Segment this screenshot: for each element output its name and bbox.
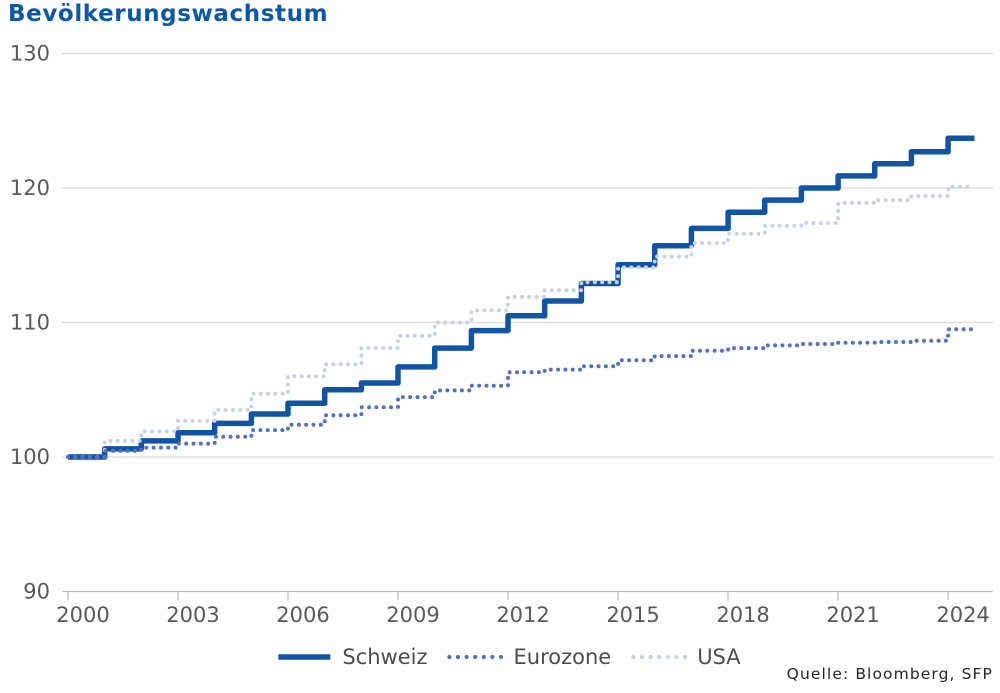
legend-item-usa: USA — [630, 645, 741, 669]
usa-line-swatch — [631, 654, 688, 660]
x-tick-label: 2000 — [56, 603, 109, 627]
legend-item-eurozone: Eurozone — [446, 645, 611, 669]
x-tick-label: 2018 — [716, 603, 769, 627]
eurozone-line-swatch — [447, 654, 504, 660]
series-line-usa — [66, 184, 977, 459]
schweiz-line-swatch — [278, 654, 331, 660]
x-tick-label: 2015 — [606, 603, 659, 627]
legend-item-schweiz: Schweiz — [275, 645, 427, 669]
y-tick-label: 100 — [10, 445, 50, 469]
legend: Schweiz Eurozone USA — [275, 645, 741, 669]
source-note: Quelle: Bloomberg, SFP — [786, 665, 993, 683]
x-tick-label: 2021 — [826, 603, 879, 627]
legend-label: USA — [697, 645, 741, 669]
series-line-eurozone — [66, 327, 977, 459]
x-tick-label: 2012 — [496, 603, 549, 627]
x-tick-label: 2009 — [386, 603, 439, 627]
y-tick-label: 90 — [23, 580, 50, 604]
series-line-schweiz — [68, 135, 975, 460]
y-tick-label: 130 — [10, 42, 50, 66]
x-tick-label: 2024 — [936, 603, 989, 627]
y-tick-label: 110 — [10, 311, 50, 335]
legend-label: Eurozone — [513, 645, 612, 669]
legend-label: Schweiz — [342, 645, 428, 669]
y-tick-label: 120 — [10, 176, 50, 200]
x-tick-label: 2003 — [166, 603, 219, 627]
x-tick-label: 2006 — [276, 603, 329, 627]
chart-title: Bevölkerungswachstum — [8, 1, 329, 27]
